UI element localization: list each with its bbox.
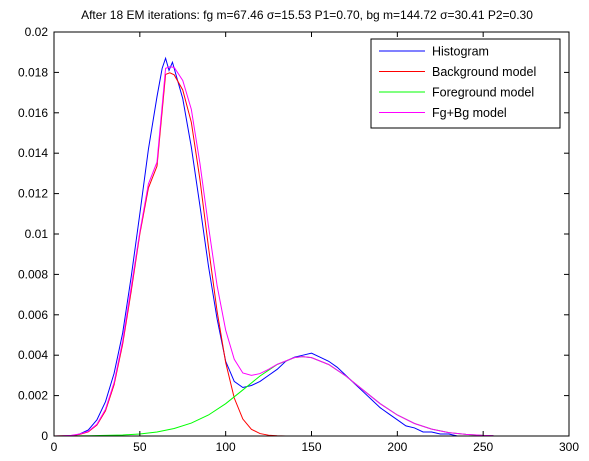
legend-box (370, 38, 561, 129)
x-tick-label: 50 (133, 440, 147, 454)
x-tick-label: 150 (301, 440, 321, 454)
y-tick-label: 0.01 (25, 227, 49, 241)
x-tick-label: 0 (51, 440, 58, 454)
series-line-foreground-model (53, 356, 494, 437)
x-tick-label: 200 (387, 440, 407, 454)
axes: 0 50 100 150 200 250 300 0 0.002 0.004 0.006 0.008 0… (18, 25, 579, 454)
y-tick-label: 0.014 (18, 146, 48, 160)
y-tick-label: 0.02 (25, 25, 49, 39)
y-tick-label: 0.002 (18, 389, 48, 403)
x-tick-label: 250 (473, 440, 493, 454)
legend-label: Background model (432, 65, 536, 79)
y-tick-label: 0 (41, 429, 48, 443)
chart-title: After 18 EM iterations: fg m=67.46 σ=15.… (81, 8, 533, 22)
legend-label: Histogram (432, 45, 489, 59)
legend-label: Fg+Bg model (432, 106, 507, 120)
series-line-histogram (54, 56, 492, 437)
y-tick-label: 0.012 (18, 187, 48, 201)
y-tick-label: 0.006 (18, 308, 48, 322)
legend: Histogram Background model Foreground mode… (370, 38, 561, 129)
x-tick-label: 300 (559, 440, 579, 454)
y-tick-label: 0.004 (18, 348, 48, 362)
legend-label: Foreground model (432, 86, 534, 100)
series-line-fg-bg-model (53, 66, 494, 437)
y-tick-label: 0.016 (18, 106, 48, 120)
y-tick-label: 0.008 (18, 267, 48, 281)
y-tick-label: 0.018 (18, 65, 48, 79)
x-tick-label: 100 (216, 440, 236, 454)
